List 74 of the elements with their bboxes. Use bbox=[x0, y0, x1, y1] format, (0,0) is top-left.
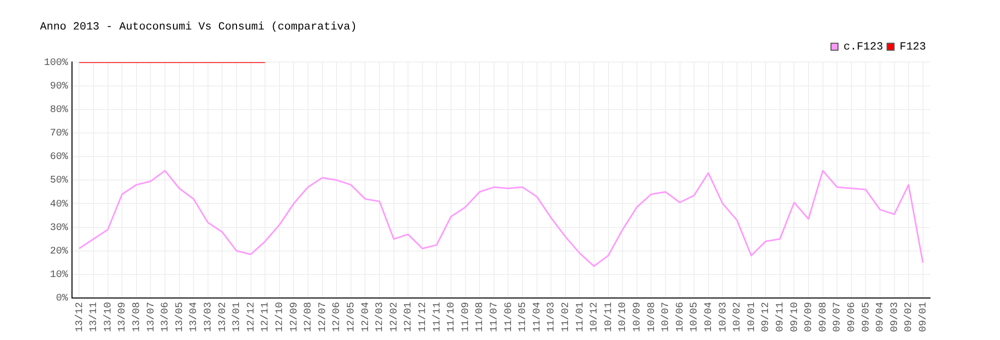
x-tick-label: 12/03 bbox=[374, 302, 386, 332]
x-tick-label: 10/04 bbox=[702, 302, 715, 332]
x-tick-label: 09/08 bbox=[817, 302, 830, 332]
x-tick-label: 10/03 bbox=[717, 302, 730, 332]
x-tick-label: 09/07 bbox=[832, 302, 844, 332]
x-tick-label: 10/05 bbox=[688, 302, 701, 332]
x-tick-label: 09/06 bbox=[846, 302, 858, 332]
x-tick-label: 13/10 bbox=[102, 302, 114, 332]
x-tick-label: 09/09 bbox=[803, 302, 816, 332]
y-tick-label: 50% bbox=[50, 176, 68, 187]
x-tick-label: 12/06 bbox=[331, 302, 344, 332]
x-tick-label: 12/05 bbox=[345, 302, 358, 332]
y-tick-label: 40% bbox=[50, 199, 68, 210]
y-tick-label: 30% bbox=[50, 222, 68, 234]
x-tick-label: 11/11 bbox=[431, 302, 444, 332]
x-tick-label: 10/09 bbox=[631, 302, 644, 332]
x-tick-label: 13/04 bbox=[188, 302, 200, 332]
x-tick-label: 13/02 bbox=[216, 302, 229, 332]
x-tick-label: 12/12 bbox=[245, 302, 258, 332]
x-tick-label: 09/11 bbox=[774, 302, 786, 332]
x-tick-label: 10/10 bbox=[617, 302, 630, 332]
x-tick-label: 09/12 bbox=[760, 302, 772, 332]
x-tick-label: 13/11 bbox=[88, 302, 100, 332]
x-tick-label: 11/02 bbox=[560, 302, 572, 332]
x-tick-label: 13/06 bbox=[160, 302, 172, 332]
x-tick-label: 13/08 bbox=[130, 302, 143, 332]
x-tick-label: 13/12 bbox=[74, 302, 86, 332]
x-tick-label: 10/08 bbox=[646, 302, 658, 332]
x-tick-label: 13/01 bbox=[231, 302, 244, 332]
y-tick-label: 100% bbox=[44, 58, 68, 69]
y-tick-label: 70% bbox=[50, 128, 68, 140]
x-tick-label: 13/07 bbox=[145, 302, 158, 332]
y-tick-label: 90% bbox=[50, 81, 68, 92]
x-tick-label: 09/05 bbox=[860, 302, 872, 332]
x-tick-label: 09/01 bbox=[917, 302, 930, 332]
x-tick-label: 11/09 bbox=[460, 302, 472, 332]
x-tick-label: 09/04 bbox=[874, 302, 887, 332]
x-tick-label: 12/08 bbox=[302, 302, 315, 332]
x-tick-label: 12/04 bbox=[360, 302, 372, 332]
x-tick-label: 12/10 bbox=[274, 302, 286, 332]
x-tick-label: 11/04 bbox=[531, 302, 544, 332]
x-tick-label: 10/01 bbox=[746, 302, 758, 332]
y-tick-label: 10% bbox=[50, 270, 68, 282]
x-tick-label: 10/07 bbox=[660, 302, 672, 332]
x-tick-label: 12/07 bbox=[316, 302, 329, 332]
x-tick-label: 11/10 bbox=[446, 302, 458, 332]
x-tick-label: 10/06 bbox=[674, 302, 686, 332]
legend-label: F123 bbox=[900, 42, 926, 54]
x-tick-label: 12/01 bbox=[402, 302, 415, 332]
y-tick-label: 60% bbox=[50, 152, 68, 164]
x-tick-label: 13/05 bbox=[174, 302, 186, 332]
x-tick-label: 10/02 bbox=[732, 302, 744, 332]
x-tick-label: 11/08 bbox=[474, 302, 486, 332]
y-tick-label: 20% bbox=[50, 246, 68, 258]
x-tick-label: 09/02 bbox=[903, 302, 916, 332]
x-tick-label: 12/02 bbox=[388, 302, 400, 332]
x-tick-label: 12/11 bbox=[260, 302, 272, 332]
x-tick-label: 13/09 bbox=[116, 302, 129, 332]
y-tick-label: 0% bbox=[56, 294, 68, 305]
x-tick-label: 12/09 bbox=[288, 302, 300, 332]
x-tick-label: 11/03 bbox=[546, 302, 558, 332]
x-tick-label: 10/11 bbox=[602, 302, 615, 332]
x-tick-label: 10/12 bbox=[588, 302, 601, 332]
x-tick-label: 13/03 bbox=[202, 302, 214, 332]
x-tick-label: 11/05 bbox=[517, 302, 530, 332]
x-tick-label: 11/01 bbox=[574, 302, 586, 332]
x-tick-label: 09/03 bbox=[888, 302, 901, 332]
x-tick-label: 09/10 bbox=[788, 302, 801, 332]
y-tick-label: 80% bbox=[50, 105, 68, 116]
legend-label: c.F123 bbox=[843, 42, 884, 54]
x-tick-label: 11/12 bbox=[416, 302, 429, 332]
x-tick-label: 11/06 bbox=[502, 302, 515, 332]
chart-title: Anno 2013 - Autoconsumi Vs Consumi (comparativa) bbox=[40, 22, 357, 34]
x-tick-label: 11/07 bbox=[488, 302, 500, 332]
